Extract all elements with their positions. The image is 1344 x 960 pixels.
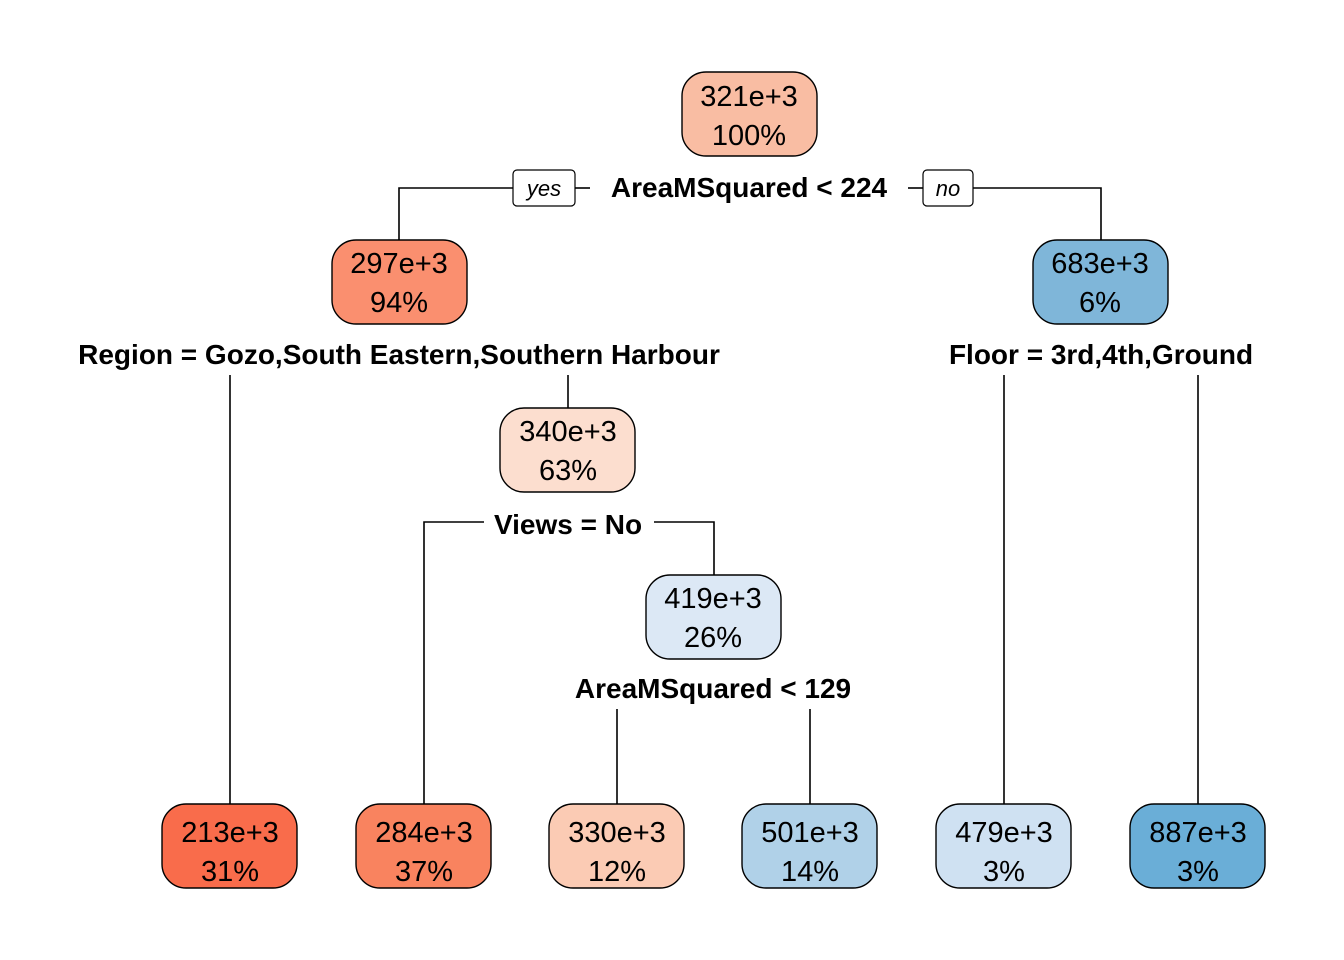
edge-root-left <box>398 187 515 240</box>
tree-edges <box>229 187 1199 804</box>
node-percent: 14% <box>781 856 839 888</box>
leaf-node-22: 330e+3 12% <box>548 803 685 889</box>
node-percent: 12% <box>588 856 646 888</box>
node-value: 419e+3 <box>664 583 762 615</box>
node-value: 297e+3 <box>350 248 448 280</box>
node-percent: 63% <box>539 455 597 487</box>
leaf-node-23: 501e+3 14% <box>741 803 878 889</box>
no-branch-label: no <box>922 169 974 207</box>
node-percent: 100% <box>712 120 786 152</box>
split-label-root: AreaMSquared < 224 <box>611 172 888 203</box>
node-percent: 31% <box>201 856 259 888</box>
leaf-node-6: 479e+3 3% <box>935 803 1072 889</box>
edge-root-right <box>973 187 1102 240</box>
node-5: 340e+3 63% <box>499 407 636 493</box>
edge-n5-left <box>423 521 484 804</box>
split-label-area: AreaMSquared < 129 <box>575 673 851 704</box>
node-value: 683e+3 <box>1051 248 1149 280</box>
yes-branch-label: yes <box>512 169 576 207</box>
split-label-region: Region = Gozo,South Eastern,Southern Har… <box>78 339 720 370</box>
node-value: 213e+3 <box>181 817 279 849</box>
node-percent: 26% <box>684 622 742 654</box>
node-value: 479e+3 <box>955 817 1053 849</box>
node-percent: 6% <box>1079 287 1121 319</box>
node-value: 340e+3 <box>519 416 617 448</box>
node-root: 321e+3 100% <box>681 71 818 157</box>
node-2: 297e+3 94% <box>331 239 468 325</box>
node-percent: 37% <box>395 856 453 888</box>
no-label-text: no <box>936 176 960 201</box>
node-value: 501e+3 <box>761 817 859 849</box>
node-percent: 3% <box>983 856 1025 888</box>
node-11: 419e+3 26% <box>645 574 782 660</box>
yes-label-text: yes <box>525 176 561 201</box>
leaf-node-10: 284e+3 37% <box>355 803 492 889</box>
node-value: 284e+3 <box>375 817 473 849</box>
edge-n5-right <box>654 521 715 575</box>
split-label-views: Views = No <box>494 509 642 540</box>
node-value: 887e+3 <box>1149 817 1247 849</box>
leaf-node-4: 213e+3 31% <box>161 803 298 889</box>
split-label-floor: Floor = 3rd,4th,Ground <box>949 339 1253 370</box>
node-value: 330e+3 <box>568 817 666 849</box>
node-percent: 3% <box>1177 856 1219 888</box>
leaf-node-7: 887e+3 3% <box>1129 803 1266 889</box>
node-percent: 94% <box>370 287 428 319</box>
node-3: 683e+3 6% <box>1032 239 1169 325</box>
node-value: 321e+3 <box>700 81 798 113</box>
